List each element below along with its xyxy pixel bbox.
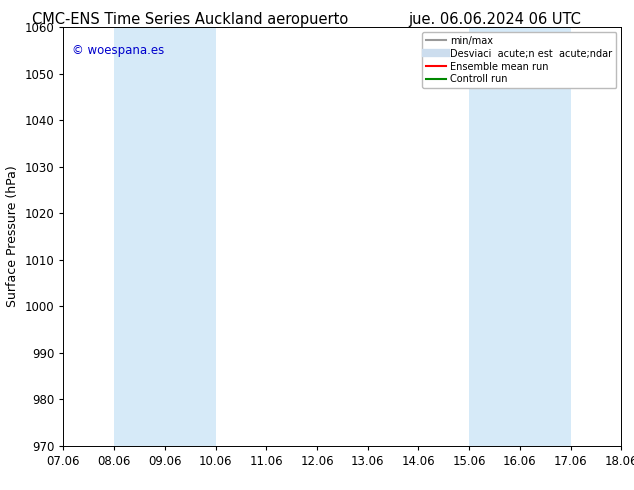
Legend: min/max, Desviaci  acute;n est  acute;ndar, Ensemble mean run, Controll run: min/max, Desviaci acute;n est acute;ndar… xyxy=(422,32,616,88)
Text: CMC-ENS Time Series Auckland aeropuerto: CMC-ENS Time Series Auckland aeropuerto xyxy=(32,12,348,27)
Bar xyxy=(469,27,571,446)
Text: jue. 06.06.2024 06 UTC: jue. 06.06.2024 06 UTC xyxy=(408,12,581,27)
Text: © woespana.es: © woespana.es xyxy=(72,44,164,57)
Y-axis label: Surface Pressure (hPa): Surface Pressure (hPa) xyxy=(6,166,19,307)
Bar xyxy=(114,27,216,446)
